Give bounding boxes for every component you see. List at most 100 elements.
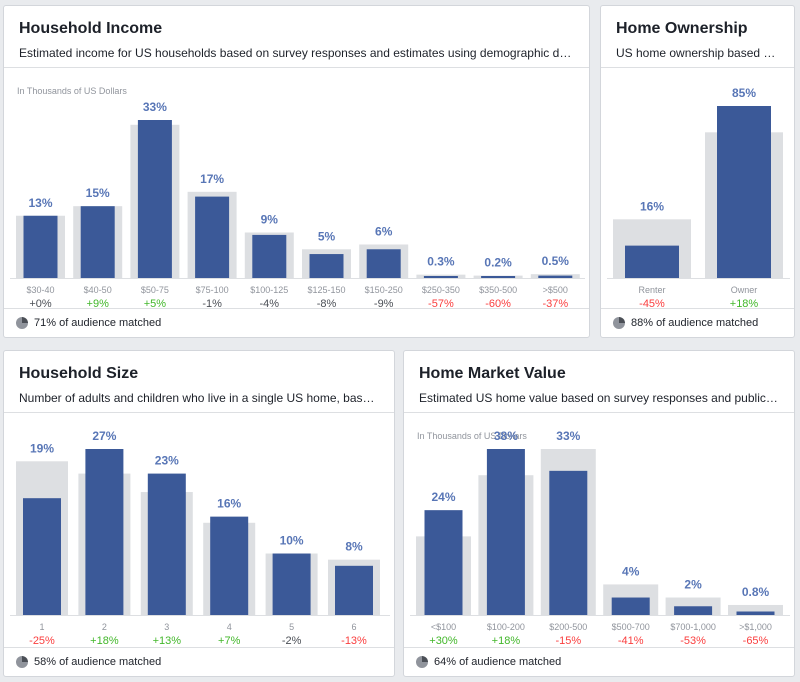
- value-bar: [252, 234, 287, 278]
- audience-match-text: 88% of audience matched: [631, 317, 759, 329]
- value-label: 2%: [684, 578, 702, 592]
- category-label: 3: [164, 622, 169, 632]
- card-header: Household Size Number of adults and chil…: [4, 351, 394, 413]
- category-label: $200-500: [549, 622, 587, 632]
- audience-match-footer: 58% of audience matched: [4, 647, 394, 676]
- value-bar: [625, 245, 679, 278]
- value-bar: [195, 196, 230, 278]
- delta-label: -4%: [260, 298, 280, 310]
- value-label: 24%: [431, 490, 455, 504]
- value-bar: [481, 276, 516, 278]
- value-bar: [611, 597, 650, 615]
- household-income-card: Household Income Estimated income for US…: [3, 5, 590, 338]
- household-size-chart: 19% 1 -25% 27% 2 +18% 23% 3 +13% 16% 4 +7% 10% 5 -2% 8%…: [10, 429, 390, 647]
- baseline-bar: [728, 604, 783, 615]
- value-label: 0.5%: [542, 254, 570, 268]
- category-label: $50-75: [141, 285, 169, 295]
- value-bar: [674, 606, 713, 615]
- delta-label: -53%: [680, 635, 706, 647]
- audience-match-footer: 71% of audience matched: [4, 308, 589, 337]
- value-label: 10%: [280, 534, 304, 548]
- value-bar: [366, 249, 401, 278]
- value-label: 85%: [732, 86, 756, 100]
- delta-label: -45%: [639, 298, 665, 310]
- pie-chart-icon: [16, 317, 28, 329]
- value-label: 9%: [261, 213, 279, 227]
- value-bar: [309, 254, 344, 278]
- value-bar: [80, 206, 115, 278]
- delta-label: +9%: [87, 298, 110, 310]
- value-label: 6%: [375, 224, 393, 238]
- category-label: 4: [227, 622, 232, 632]
- value-label: 33%: [143, 100, 167, 114]
- value-label: 19%: [30, 441, 54, 455]
- value-bar: [272, 553, 311, 615]
- delta-label: +30%: [429, 635, 458, 647]
- delta-label: -65%: [743, 635, 769, 647]
- category-label: $100-125: [250, 285, 288, 295]
- value-label: 5%: [318, 229, 336, 243]
- category-label: Owner: [731, 285, 758, 295]
- value-bar: [549, 470, 588, 615]
- category-label: $125-150: [307, 285, 345, 295]
- delta-label: +0%: [29, 298, 52, 310]
- audience-match-text: 71% of audience matched: [34, 317, 162, 329]
- audience-match-footer: 88% of audience matched: [601, 308, 794, 337]
- delta-label: -1%: [202, 298, 222, 310]
- category-label: >$1,000: [739, 622, 772, 632]
- card-title: Household Income: [19, 20, 163, 37]
- card-header: Home Ownership US home ownership based o…: [601, 6, 794, 68]
- delta-label: -25%: [29, 635, 55, 647]
- value-bar: [486, 449, 525, 615]
- delta-label: +18%: [730, 298, 759, 310]
- category-label: $500-700: [612, 622, 650, 632]
- value-label: 0.2%: [484, 256, 512, 270]
- value-bar: [210, 516, 249, 615]
- category-label: $700-1,000: [670, 622, 716, 632]
- value-label: 38%: [494, 429, 518, 443]
- household-income-chart: 13% $30-40 +0% 15% $40-50 +9% 33% $50-75 +5% 17% $…: [10, 100, 585, 310]
- category-label: Renter: [638, 285, 665, 295]
- category-label: $40-50: [84, 285, 112, 295]
- delta-label: +18%: [90, 635, 119, 647]
- category-label: $30-40: [26, 285, 54, 295]
- value-bar: [23, 498, 61, 615]
- value-bar: [717, 106, 771, 278]
- card-title: Home Ownership: [616, 20, 748, 37]
- category-label: 1: [39, 622, 44, 632]
- card-header: Household Income Estimated income for US…: [4, 6, 589, 68]
- pie-chart-icon: [613, 317, 625, 329]
- value-label: 15%: [86, 186, 110, 200]
- delta-label: -13%: [341, 635, 367, 647]
- delta-label: -57%: [428, 298, 454, 310]
- household-size-card: Household Size Number of adults and chil…: [3, 350, 395, 677]
- category-label: 6: [351, 622, 356, 632]
- value-bar: [736, 611, 775, 615]
- home-market-value-chart: 24% <$100 +30% 38% $100-200 +18% 33% $200-500 -1…: [410, 429, 790, 647]
- delta-label: -8%: [317, 298, 337, 310]
- unit-label: In Thousands of US Dollars: [417, 431, 527, 441]
- category-label: 5: [289, 622, 294, 632]
- delta-label: +18%: [492, 635, 521, 647]
- value-label: 16%: [217, 497, 241, 511]
- category-label: $75-100: [196, 285, 229, 295]
- value-bar: [335, 565, 373, 615]
- audience-match-footer: 64% of audience matched: [404, 647, 794, 676]
- home-market-value-card: Home Market Value Estimated US home valu…: [403, 350, 795, 677]
- value-bar: [85, 449, 124, 615]
- category-label: 2: [102, 622, 107, 632]
- home-ownership-chart: 16% Renter -45% 85% Owner +18%: [607, 86, 790, 310]
- delta-label: +13%: [153, 635, 182, 647]
- value-bar: [137, 120, 172, 278]
- audience-match-text: 64% of audience matched: [434, 656, 562, 668]
- value-label: 16%: [640, 199, 664, 213]
- card-title: Home Market Value: [419, 365, 566, 382]
- value-bar: [538, 275, 573, 278]
- delta-label: -60%: [485, 298, 511, 310]
- category-label: $150-250: [365, 285, 403, 295]
- category-label: $100-200: [487, 622, 525, 632]
- card-title: Household Size: [19, 365, 139, 382]
- value-bar: [424, 510, 463, 615]
- delta-label: +7%: [218, 635, 241, 647]
- value-label: 0.3%: [427, 255, 455, 269]
